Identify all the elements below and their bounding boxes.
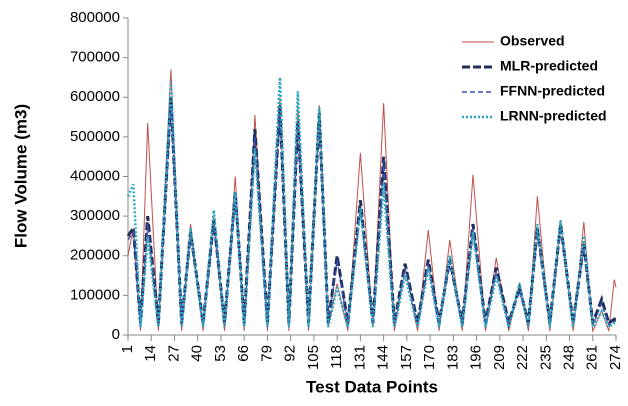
x-tick-label: 261 — [584, 345, 601, 370]
x-tick-label: 222 — [514, 345, 531, 370]
y-tick-label: 800000 — [70, 9, 120, 26]
x-tick-label: 157 — [398, 345, 415, 370]
y-tick-label: 600000 — [70, 88, 120, 105]
y-tick-label: 100000 — [70, 286, 120, 303]
series-line — [127, 105, 616, 328]
x-tick-label: 170 — [421, 345, 438, 370]
x-tick-label: 92 — [282, 345, 299, 362]
x-tick-label: 235 — [537, 345, 554, 370]
x-tick-label: 66 — [235, 345, 252, 362]
x-tick-label: 118 — [328, 345, 345, 369]
x-tick-label: 274 — [607, 345, 624, 370]
legend-label: LRNN-predicted — [500, 108, 607, 124]
x-tick-label: 131 — [351, 345, 368, 370]
x-tick-label: 40 — [189, 345, 206, 362]
x-tick-label: 248 — [560, 345, 577, 370]
legend-label: MLR-predicted — [500, 58, 598, 74]
x-tick-label: 79 — [258, 345, 275, 362]
x-tick-label: 105 — [305, 345, 322, 370]
x-axis-title: Test Data Points — [306, 377, 438, 396]
y-tick-label: 0 — [112, 326, 120, 343]
x-tick-label: 209 — [491, 345, 508, 370]
y-tick-label: 500000 — [70, 128, 120, 145]
series-line — [126, 97, 616, 330]
legend-label: Observed — [500, 33, 565, 49]
series-line — [126, 77, 616, 332]
x-tick-label: 1 — [119, 345, 136, 353]
y-tick-label: 200000 — [70, 247, 120, 264]
y-tick-label: 300000 — [70, 207, 120, 224]
x-tick-label: 144 — [375, 345, 392, 370]
x-tick-label: 183 — [444, 345, 461, 370]
x-tick-label: 53 — [212, 345, 229, 362]
y-tick-label: 700000 — [70, 49, 120, 66]
y-axis-title: Flow Volume (m3) — [11, 104, 30, 248]
x-tick-label: 27 — [165, 345, 182, 362]
y-tick-label: 400000 — [70, 167, 120, 184]
x-tick-label: 196 — [468, 345, 485, 370]
x-tick-label: 14 — [142, 345, 159, 362]
legend-label: FFNN-predicted — [500, 83, 605, 99]
